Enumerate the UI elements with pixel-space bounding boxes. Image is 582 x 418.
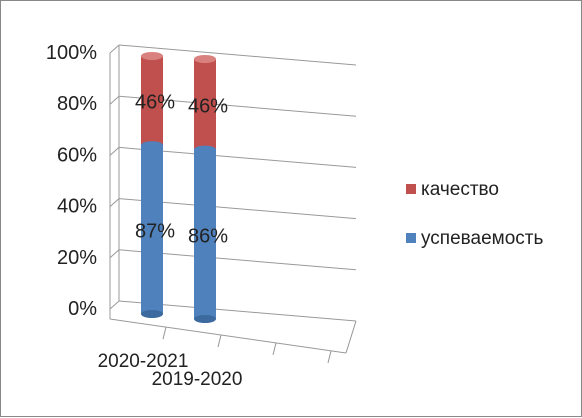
bar-split (141, 141, 163, 150)
floor-right (345, 320, 357, 354)
y-tick-label: 20% (57, 247, 97, 269)
bar-segment-успеваемость (141, 145, 163, 314)
y-tick-label: 40% (57, 196, 97, 218)
legend-label: качество (421, 179, 499, 200)
gridline-side (109, 95, 120, 105)
bar-segment-качество (194, 59, 216, 150)
x-tick-label: 2020-2021 (98, 351, 189, 372)
floor-tick (272, 342, 277, 356)
gridline-side (109, 198, 120, 207)
data-label: 46% (188, 95, 228, 117)
bar-top (141, 52, 163, 60)
gridline-side (109, 44, 120, 54)
legend-swatch (406, 184, 416, 194)
y-tick-label: 100% (46, 42, 97, 64)
legend-label: успеваемость (421, 228, 543, 249)
bar-segment-успеваемость (194, 149, 216, 319)
gridline (118, 44, 357, 66)
y-tick-label: 60% (57, 144, 97, 166)
data-label: 86% (188, 225, 228, 247)
y-tick-label: 80% (57, 93, 97, 115)
floor-tick (162, 326, 167, 340)
gridline-side (109, 147, 120, 156)
floor-front (109, 318, 347, 354)
y-tick-label: 0% (68, 298, 97, 320)
data-label: 46% (135, 92, 175, 114)
x-tick-label: 2019-2020 (152, 369, 243, 390)
bar-segment-качество (141, 56, 163, 146)
bar-split (194, 145, 216, 154)
floor-tick (217, 334, 222, 348)
gridline-side (109, 249, 120, 259)
bar-base (194, 315, 216, 323)
legend-swatch (406, 233, 416, 243)
gridline-side (109, 300, 120, 310)
data-label: 87% (135, 221, 175, 243)
bar-base (141, 310, 163, 318)
floor-tick (327, 350, 332, 363)
bar-top (194, 55, 216, 63)
